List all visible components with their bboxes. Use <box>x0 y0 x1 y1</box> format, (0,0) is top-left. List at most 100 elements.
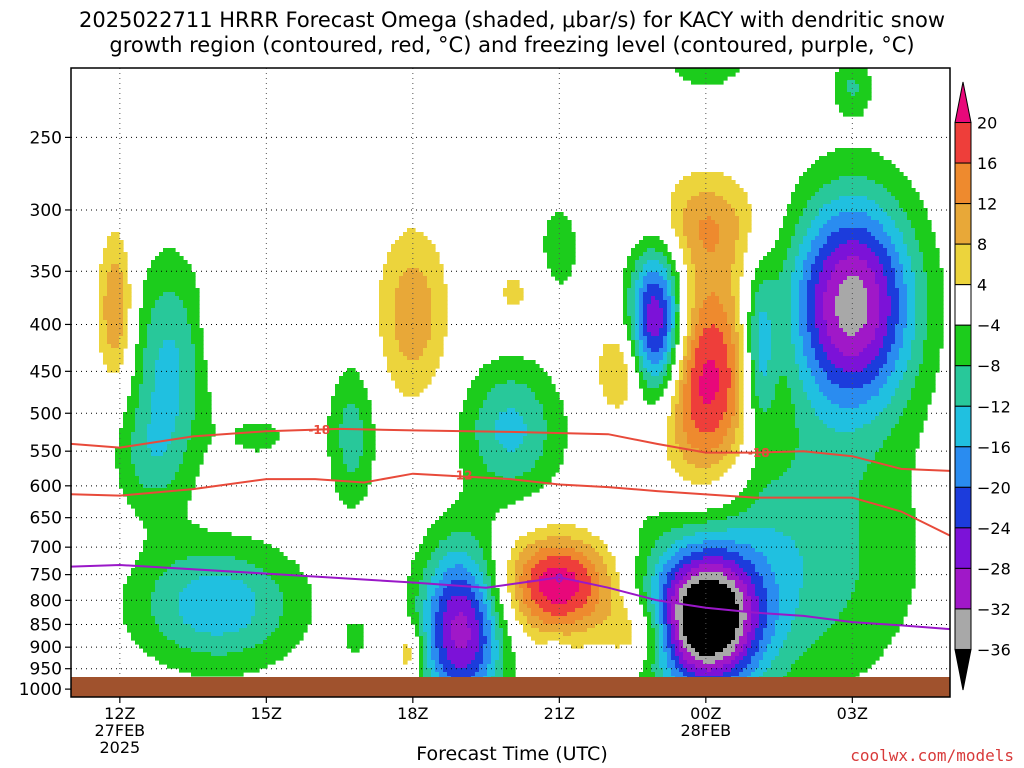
omega-cell <box>123 492 192 497</box>
omega-cell <box>695 276 732 281</box>
omega-cell <box>683 232 700 237</box>
omega-cell <box>731 640 740 645</box>
omega-cell <box>471 572 484 577</box>
omega-cell <box>799 332 812 337</box>
omega-cell <box>687 324 692 329</box>
omega-cell <box>255 600 284 605</box>
omega-cell <box>147 432 172 437</box>
omega-cell <box>459 436 476 441</box>
omega-cell <box>183 304 200 309</box>
omega-cell <box>691 332 696 337</box>
omega-cell <box>487 616 496 621</box>
omega-cell <box>431 304 448 309</box>
omega-cell <box>807 396 828 401</box>
omega-cell <box>135 472 176 477</box>
omega-cell <box>823 344 836 349</box>
omega-cell <box>679 588 688 593</box>
omega-cell <box>779 584 804 589</box>
omega-cell <box>675 436 688 441</box>
omega-cell <box>463 468 488 473</box>
omega-cell <box>151 396 180 401</box>
omega-cell <box>667 592 676 597</box>
omega-cell <box>411 572 424 577</box>
omega-cell <box>727 200 748 205</box>
omega-cell <box>907 212 928 217</box>
omega-cell <box>791 460 872 465</box>
omega-cell <box>183 300 200 305</box>
omega-cell <box>879 308 892 313</box>
omega-cell <box>811 336 820 341</box>
omega-cell <box>611 592 620 597</box>
omega-cell <box>415 596 428 601</box>
omega-cell <box>491 608 496 613</box>
omega-cell <box>895 272 904 277</box>
omega-cell <box>155 388 180 393</box>
omega-cell <box>639 308 644 313</box>
omega-cell <box>739 352 744 357</box>
omega-cell <box>903 272 916 277</box>
omega-cell <box>515 448 544 453</box>
omega-cell <box>647 600 652 605</box>
y-tick-label: 550 <box>30 442 62 462</box>
omega-cell <box>423 656 428 661</box>
omega-cell <box>827 628 900 633</box>
omega-cell <box>443 632 452 637</box>
omega-cell <box>143 520 192 525</box>
omega-cell <box>635 328 640 333</box>
omega-cell <box>99 264 112 269</box>
omega-cell <box>723 416 732 421</box>
omega-cell <box>763 576 776 581</box>
omega-cell <box>487 560 496 565</box>
omega-cell <box>815 352 828 357</box>
omega-cell <box>731 268 744 273</box>
omega-cell <box>655 616 660 621</box>
omega-cell <box>547 428 568 433</box>
omega-cell <box>711 324 716 329</box>
omega-cell <box>639 240 664 245</box>
omega-cell <box>671 212 684 217</box>
omega-cell <box>783 532 860 537</box>
omega-cell <box>755 564 772 569</box>
omega-cell <box>671 672 684 677</box>
omega-cell <box>123 304 132 309</box>
omega-cell <box>719 580 736 585</box>
omega-cell <box>99 280 108 285</box>
credit-link[interactable]: coolwx.com/models <box>850 746 1014 765</box>
omega-cell <box>343 456 360 461</box>
omega-cell <box>691 652 700 657</box>
omega-cell <box>683 640 688 645</box>
omega-cell <box>655 612 660 617</box>
omega-cell <box>495 628 504 633</box>
omega-cell <box>635 368 640 373</box>
omega-cell <box>131 380 144 385</box>
omega-cell <box>667 288 672 293</box>
omega-cell <box>675 420 684 425</box>
omega-cell <box>503 664 516 669</box>
omega-cell <box>143 300 156 305</box>
omega-cell <box>667 620 672 625</box>
omega-cell <box>99 308 104 313</box>
omega-cell <box>639 544 656 549</box>
omega-cell <box>659 628 664 633</box>
omega-cell <box>759 600 768 605</box>
omega-cell <box>623 296 628 301</box>
omega-cell <box>855 92 872 97</box>
omega-cell <box>515 596 524 601</box>
omega-cell <box>863 280 876 285</box>
omega-cell <box>179 296 200 301</box>
omega-cell <box>683 220 700 225</box>
omega-cell <box>427 584 440 589</box>
omega-cell <box>767 556 804 561</box>
omega-cell <box>767 644 784 649</box>
omega-cell <box>127 576 160 581</box>
omega-cell <box>855 80 872 85</box>
omega-cell <box>179 376 196 381</box>
omega-cell <box>811 240 828 245</box>
omega-cell <box>827 152 880 157</box>
omega-cell <box>755 448 796 453</box>
omega-cell <box>775 572 804 577</box>
omega-cell <box>835 312 868 317</box>
omega-cell <box>747 612 752 617</box>
svg-text:-12: -12 <box>451 468 473 482</box>
omega-cell <box>807 288 816 293</box>
